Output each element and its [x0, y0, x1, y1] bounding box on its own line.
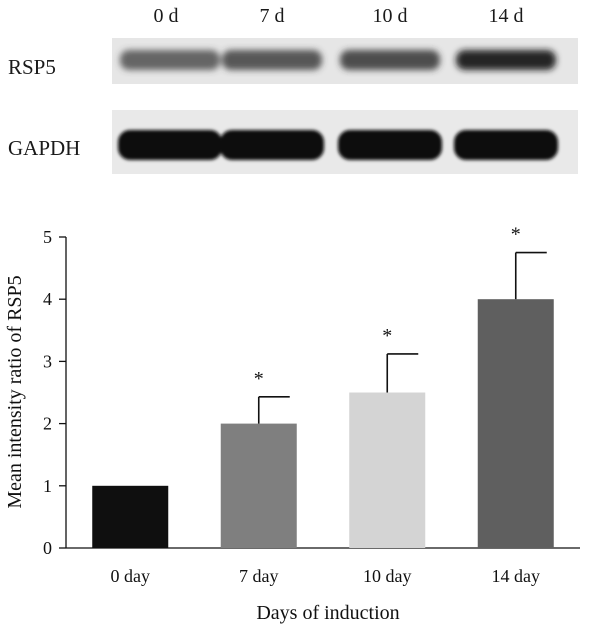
- error-bars: [257, 251, 547, 424]
- significance-asterisk: *: [382, 325, 392, 347]
- rsp5-band: [222, 50, 322, 70]
- gapdh-band: [338, 130, 442, 160]
- bar: [92, 485, 169, 548]
- row-label-gapdh: GAPDH: [8, 136, 80, 160]
- lane-label: 0 d: [154, 5, 179, 27]
- bar-chart: 0 1 2 3 4 5 0 day 7 day 10 day 14 day * * * Days o…: [4, 224, 580, 624]
- y-axis-title: Mean intensity ratio of RSP5: [4, 275, 26, 508]
- x-tick-label: 0 day: [111, 566, 151, 586]
- y-tick-label: 5: [43, 227, 52, 247]
- bars: [92, 299, 554, 548]
- bar: [220, 423, 297, 548]
- y-tick-label: 2: [43, 414, 52, 434]
- significance-marks: * * *: [254, 224, 521, 390]
- rsp5-band: [340, 50, 440, 70]
- lane-label: 14 d: [489, 5, 524, 27]
- x-axis-title: Days of induction: [256, 602, 399, 624]
- significance-asterisk: *: [254, 368, 264, 390]
- lane-labels: 0 d 7 d 10 d 14 d: [154, 5, 524, 27]
- y-tick-label: 0: [43, 538, 52, 558]
- y-tick-label: 3: [43, 351, 52, 371]
- rsp5-band: [456, 50, 556, 70]
- rsp5-band: [120, 50, 220, 70]
- blot-row-rsp5: RSP5: [8, 38, 578, 84]
- lane-label: 10 d: [373, 5, 408, 27]
- x-axis: 0 day 7 day 10 day 14 day: [66, 547, 580, 586]
- y-axis: 0 1 2 3 4 5: [43, 227, 67, 558]
- y-tick-label: 1: [43, 476, 52, 496]
- gapdh-band: [454, 130, 558, 160]
- lane-label: 7 d: [260, 5, 285, 27]
- y-tick-label: 4: [43, 289, 52, 309]
- significance-asterisk: *: [511, 224, 521, 246]
- x-tick-label: 14 day: [492, 566, 541, 586]
- gapdh-band: [118, 130, 222, 160]
- western-blot-panel: 0 d 7 d 10 d 14 d RSP5 GAPDH: [8, 5, 578, 174]
- x-tick-label: 7 day: [239, 566, 279, 586]
- bar: [477, 299, 554, 548]
- gapdh-band: [220, 130, 324, 160]
- blot-row-gapdh: GAPDH: [8, 110, 578, 174]
- row-label-rsp5: RSP5: [8, 55, 56, 79]
- bar: [349, 392, 426, 548]
- x-tick-label: 10 day: [363, 566, 412, 586]
